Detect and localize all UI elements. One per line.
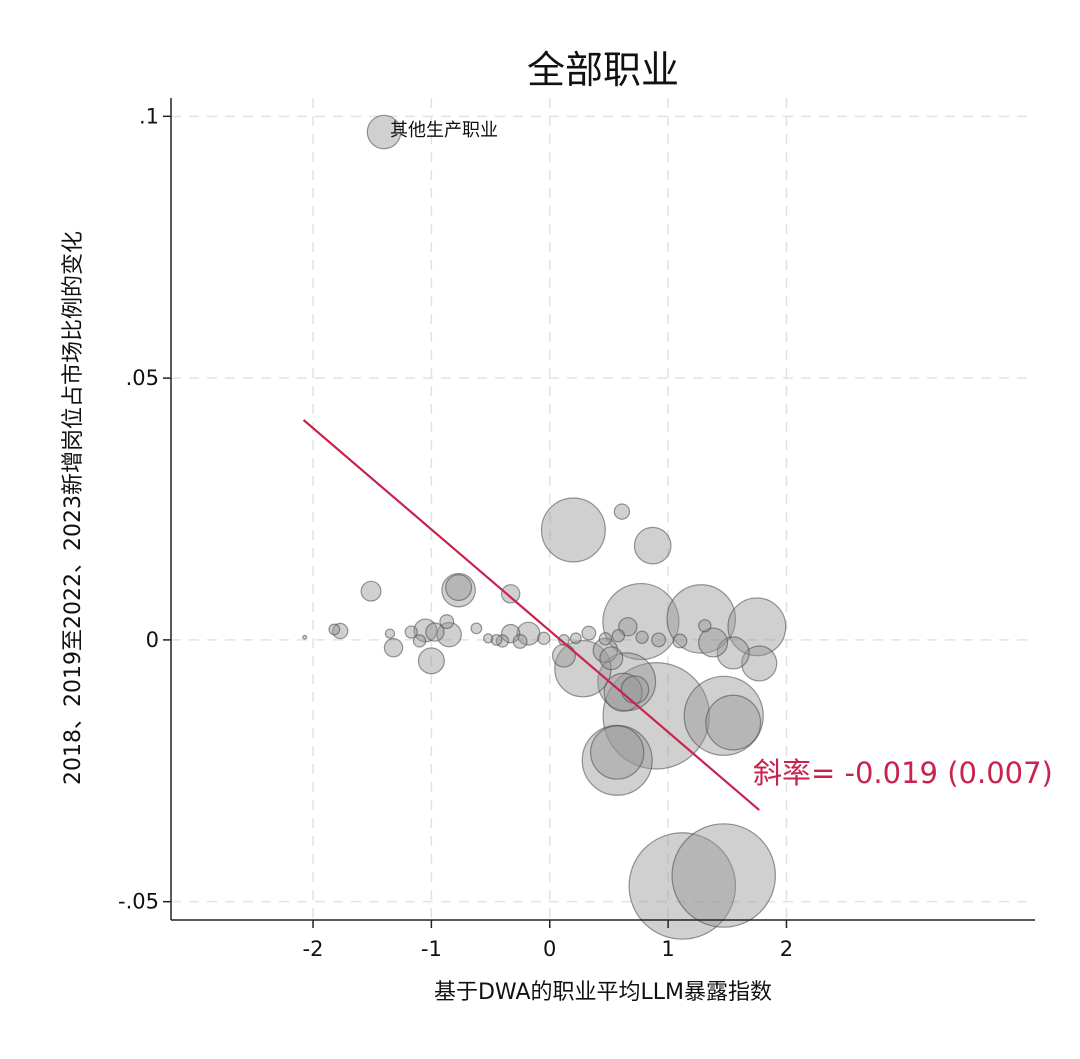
y-tick-label: .1	[139, 104, 159, 128]
data-point	[412, 634, 427, 648]
y-tick-label: -.05	[118, 890, 159, 914]
data-point	[417, 647, 445, 675]
data-point	[671, 823, 777, 928]
data-point	[705, 694, 762, 751]
data-point	[554, 639, 612, 698]
data-point	[445, 574, 473, 602]
grid-lines	[171, 98, 1035, 920]
data-point	[590, 725, 645, 780]
data-point	[716, 636, 750, 670]
data-point	[302, 634, 308, 640]
x-tick-label: 2	[780, 937, 793, 961]
fit-line-layer	[302, 419, 760, 811]
data-point	[441, 572, 476, 608]
data-point	[592, 637, 619, 664]
x-axis-label: 基于DWA的职业平均LLM暴露指数	[434, 980, 772, 1005]
data-point	[551, 643, 576, 668]
data-point	[620, 675, 650, 704]
data-point	[425, 622, 445, 642]
data-point	[500, 584, 521, 604]
y-tick-label: .05	[126, 366, 159, 390]
data-point	[500, 623, 521, 644]
data-point	[384, 628, 396, 639]
y-axis-label: 2018、2019至2022、2023新增岗位占市场比例的变化	[61, 231, 86, 785]
axes: -2 -1 0 1 2 .1 .05 0 -.05	[118, 98, 1035, 961]
data-point	[558, 633, 570, 646]
x-tick-label: 1	[661, 937, 674, 961]
x-tick-label: -1	[421, 937, 442, 961]
x-tick-label: -2	[303, 937, 324, 961]
data-point	[613, 503, 631, 520]
data-point	[540, 497, 606, 563]
data-point	[537, 631, 551, 646]
data-point	[366, 114, 402, 150]
data-point	[490, 633, 503, 646]
data-point	[569, 632, 582, 645]
data-point	[741, 645, 778, 682]
y-tick-label: 0	[146, 628, 159, 652]
data-point	[512, 634, 528, 649]
data-point	[611, 629, 626, 643]
data-point	[633, 526, 672, 565]
annotation-label: 其他生产职业	[390, 120, 498, 141]
data-point	[470, 622, 483, 635]
data-point	[483, 633, 494, 644]
data-point	[672, 633, 688, 649]
data-point	[602, 662, 711, 770]
x-tick-label: 0	[543, 937, 556, 961]
data-point	[598, 632, 613, 646]
data-point	[628, 832, 737, 940]
data-point	[698, 627, 729, 658]
bubble-series	[302, 114, 787, 940]
data-point	[683, 675, 764, 756]
chart-title: 全部职业	[527, 48, 679, 92]
data-point	[698, 619, 712, 633]
fit-line	[302, 419, 760, 811]
data-point	[635, 630, 649, 644]
data-point	[360, 580, 382, 602]
data-point	[439, 614, 455, 630]
slope-annotation: 斜率= -0.019 (0.007)	[753, 756, 1053, 790]
data-point	[383, 638, 404, 658]
data-point	[599, 646, 624, 671]
data-point	[651, 632, 667, 648]
data-point	[404, 625, 418, 639]
data-point	[727, 597, 787, 657]
data-point	[581, 625, 597, 641]
data-point	[328, 623, 341, 636]
